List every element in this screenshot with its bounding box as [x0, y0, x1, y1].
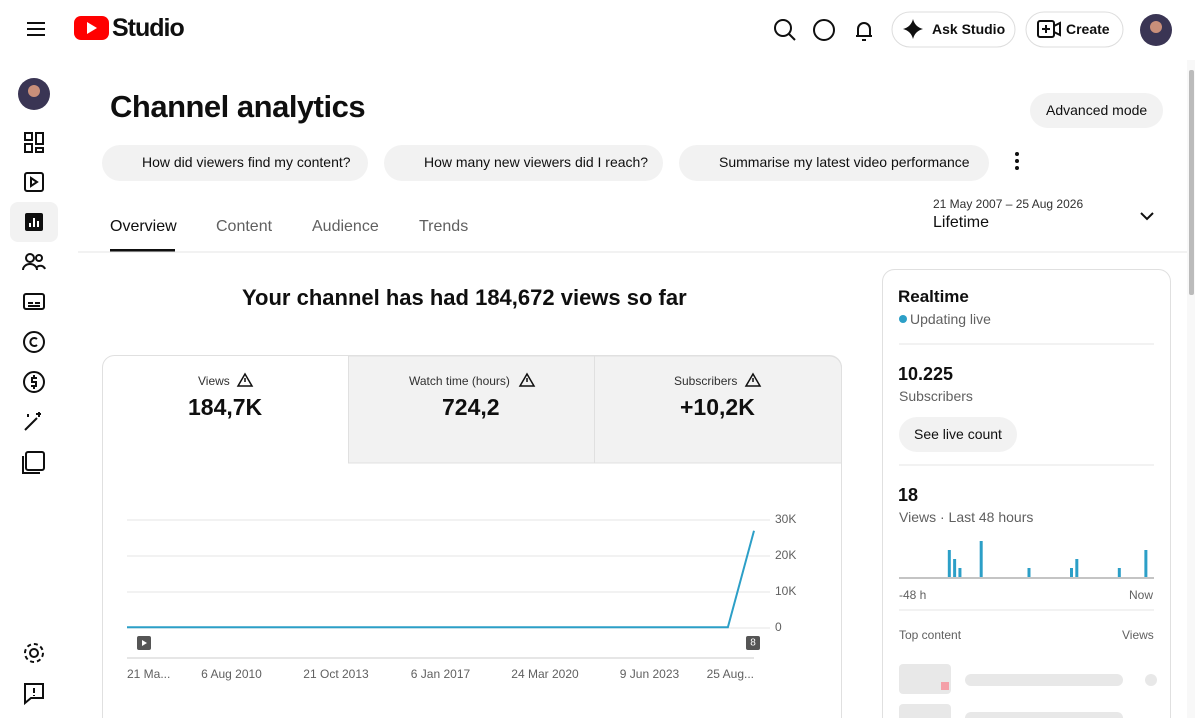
prompt-chip[interactable] [679, 145, 989, 181]
realtime-views: 18 [898, 485, 919, 505]
headline: Your channel has had 184,672 views so fa… [242, 285, 687, 310]
tab[interactable]: Audience [312, 218, 379, 235]
subscriber-count: 10.225 [898, 364, 954, 384]
metric-label[interactable]: Subscribers [674, 374, 738, 388]
realtime-views-label: Views · Last 48 hours [899, 509, 1034, 525]
x-tick-label: 21 Oct 2013 [303, 667, 369, 681]
x-tick-label: 25 Aug... [707, 667, 754, 681]
metric-label[interactable]: Views [198, 374, 230, 388]
create-icon[interactable] [1037, 20, 1055, 38]
advanced-mode-label[interactable]: Advanced mode [1046, 102, 1148, 118]
prompt-chip[interactable] [102, 145, 368, 181]
tab[interactable]: Content [216, 218, 273, 235]
video-count-marker[interactable] [746, 636, 760, 650]
ask-studio-label[interactable]: Ask Studio [932, 21, 1006, 37]
blurred-top-content [899, 664, 1157, 718]
realtime-bar [1144, 550, 1148, 577]
scrollbar [1187, 60, 1195, 718]
views-line [127, 530, 755, 629]
subscriber-label: Subscribers [899, 388, 973, 404]
y-tick-label: 30K [775, 512, 796, 526]
realtime-end: Now [1129, 588, 1154, 602]
prompt-text[interactable]: Summarise my latest video performance [719, 154, 970, 170]
video-count: 8 [750, 638, 756, 649]
metric-value: +10,2K [680, 394, 755, 420]
logo-text: Studio [112, 14, 185, 42]
metric-value: 724,2 [442, 394, 500, 420]
realtime-bar [1027, 568, 1031, 577]
tab-underline [110, 249, 175, 252]
tab[interactable]: Overview [110, 218, 177, 235]
period[interactable]: Lifetime [933, 214, 990, 231]
y-tick-label: 0 [775, 620, 782, 634]
bell-icon[interactable] [856, 22, 872, 41]
sparkle-icon [903, 19, 923, 39]
realtime-bar [958, 568, 962, 577]
advanced-mode-button[interactable] [1030, 93, 1163, 128]
realtime-bar [979, 541, 983, 577]
y-tick-label: 20K [775, 548, 796, 562]
see-live-count-button[interactable] [899, 417, 1017, 452]
page-title: Channel analytics [110, 89, 366, 124]
top-content-label: Top content [899, 628, 962, 642]
realtime-bar [1075, 559, 1079, 577]
top-content-views-label: Views [1122, 628, 1154, 642]
help-icon[interactable] [813, 19, 835, 41]
metric-label[interactable]: Watch time (hours) [409, 374, 510, 388]
metric-value: 184,7K [188, 394, 263, 420]
realtime-bar [953, 559, 957, 577]
realtime-start: -48 h [899, 588, 927, 602]
menu-icon[interactable] [27, 22, 45, 36]
ask-studio-button[interactable] [891, 11, 1016, 48]
prompt-text[interactable]: How many new viewers did I reach? [424, 154, 649, 170]
see-live-count-label[interactable]: See live count [914, 426, 1002, 442]
spacer [0, 0, 1, 1]
date-range[interactable]: 21 May 2007 – 25 Aug 2026 [933, 197, 1084, 211]
realtime-card [882, 269, 1171, 718]
x-tick-label: 24 Mar 2020 [511, 667, 579, 681]
prompt-text[interactable]: How did viewers find my content? [142, 154, 351, 170]
prompt-chip[interactable] [384, 145, 663, 181]
tab[interactable]: Trends [419, 218, 469, 235]
realtime-bar [947, 550, 951, 577]
y-tick-label: 10K [775, 584, 796, 598]
create-button[interactable] [1025, 11, 1124, 48]
x-tick-label: 9 Jun 2023 [620, 667, 680, 681]
x-tick-label: 6 Jan 2017 [411, 667, 471, 681]
x-tick-label: 21 Ma... [127, 667, 170, 681]
create-label[interactable]: Create [1066, 21, 1110, 37]
x-tick-label: 6 Aug 2010 [201, 667, 262, 681]
date-dropdown[interactable] [1140, 212, 1154, 221]
realtime-bar [1117, 568, 1121, 577]
nav-icons[interactable] [22, 132, 46, 706]
realtime-bar [1070, 568, 1073, 577]
realtime-title: Realtime [898, 287, 969, 306]
search-icon[interactable] [774, 19, 792, 37]
realtime-status: Updating live [910, 311, 991, 327]
